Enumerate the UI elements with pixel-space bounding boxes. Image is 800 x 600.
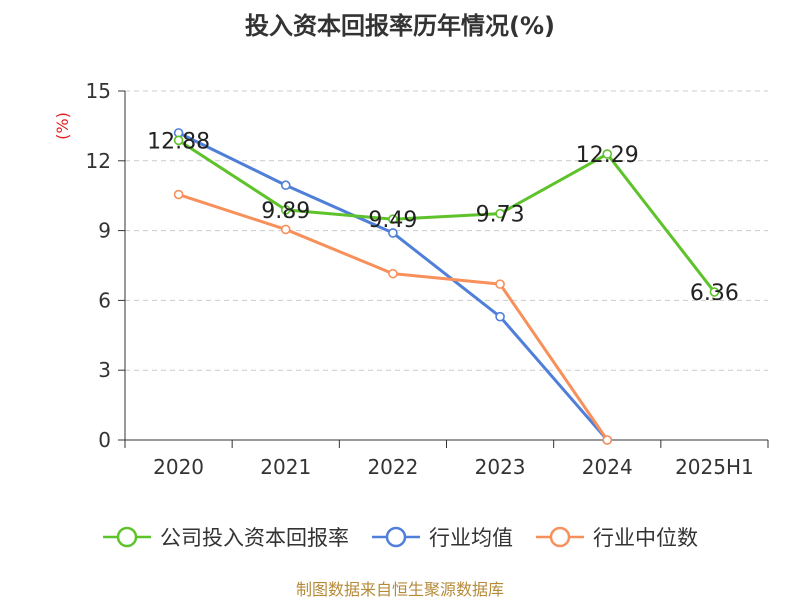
x-tick-label: 2021	[260, 455, 311, 479]
series-line	[177, 131, 609, 442]
data-point	[495, 311, 505, 322]
y-tick-label: 6	[98, 288, 111, 312]
x-tick-label: 2025H1	[675, 455, 754, 479]
legend-item[interactable]: 行业中位数	[535, 522, 698, 552]
series-line	[177, 138, 716, 294]
data-point	[602, 149, 613, 159]
data-point	[280, 180, 291, 191]
legend-swatch-icon	[536, 526, 584, 548]
legend-label: 行业均值	[429, 526, 513, 550]
legend-label: 行业中位数	[593, 526, 698, 550]
data-point	[280, 205, 291, 215]
data-point	[709, 287, 720, 297]
data-label: 9.73	[476, 203, 525, 228]
axes: 0 3 6 9 12 15 2020 2021 2022 2023 2024 2025H1	[86, 79, 769, 479]
data-point	[173, 135, 184, 146]
data-point	[173, 189, 184, 200]
y-tick-label: 15	[86, 79, 111, 103]
legend: 公司投入资本回报率 行业均值 行业中位数	[0, 520, 800, 554]
data-point	[495, 279, 505, 289]
y-tick-label: 3	[98, 358, 111, 382]
legend-item[interactable]: 行业均值	[371, 522, 513, 552]
y-tick-label: 0	[98, 428, 111, 452]
y-axis-label: (%)	[53, 112, 72, 140]
series	[173, 128, 720, 445]
data-labels: 12.88 9.89 9.49 9.73 12.29 6.36	[147, 129, 739, 306]
data-label: 9.49	[368, 208, 417, 233]
legend-label: 公司投入资本回报率	[160, 526, 349, 550]
gridlines	[125, 90, 768, 371]
x-tick-label: 2020	[153, 455, 204, 479]
source-note: 制图数据来自恒生聚源数据库	[295, 580, 504, 599]
data-point	[280, 224, 291, 235]
data-label: 6.36	[690, 281, 739, 306]
x-tick-label: 2023	[475, 455, 526, 479]
data-point	[388, 214, 398, 224]
legend-swatch-icon	[103, 526, 151, 548]
y-tick-label: 9	[98, 219, 111, 243]
data-label: 12.29	[576, 143, 639, 168]
y-tick-label: 12	[86, 149, 111, 173]
data-label: 12.88	[147, 129, 210, 154]
legend-item[interactable]: 公司投入资本回报率	[102, 522, 349, 552]
data-point	[388, 228, 398, 238]
data-point	[602, 435, 613, 445]
legend-swatch-icon	[372, 526, 420, 548]
data-label: 9.89	[261, 199, 310, 224]
data-point	[495, 208, 505, 219]
data-point	[388, 268, 398, 279]
x-tick-label: 2024	[582, 455, 633, 479]
chart-title: 投入资本回报率历年情况(%)	[245, 12, 555, 40]
x-tick-label: 2022	[367, 455, 418, 479]
